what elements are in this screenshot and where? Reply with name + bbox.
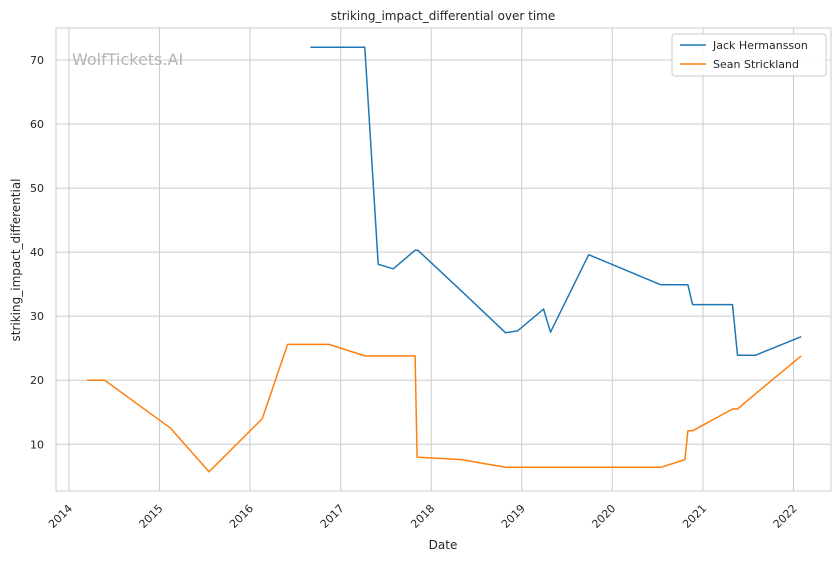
y-tick-label: 30 <box>30 310 44 323</box>
series-line-sean <box>87 343 802 473</box>
y-axis-label: striking_impact_differential <box>9 178 23 341</box>
series-lines <box>87 46 802 473</box>
x-axis-label: Date <box>429 538 458 552</box>
y-tick-label: 60 <box>30 118 44 131</box>
legend-box <box>671 33 827 77</box>
chart-title: striking_impact_differential over time <box>331 9 556 23</box>
watermark-text: WolfTickets.AI <box>72 50 183 69</box>
y-tick-label: 50 <box>30 182 44 195</box>
y-tick-label: 10 <box>30 438 44 451</box>
y-tick-label: 20 <box>30 374 44 387</box>
series-line-jack <box>310 46 802 356</box>
y-tick-label: 40 <box>30 246 44 259</box>
legend-label-jack: Jack Hermansson <box>712 39 808 52</box>
legend-label-sean: Sean Strickland <box>713 58 799 71</box>
y-tick-label: 70 <box>30 54 44 67</box>
plot-area-border <box>55 27 832 492</box>
grid-lines <box>56 28 831 491</box>
legend: Jack Hermansson Sean Strickland <box>671 33 827 77</box>
